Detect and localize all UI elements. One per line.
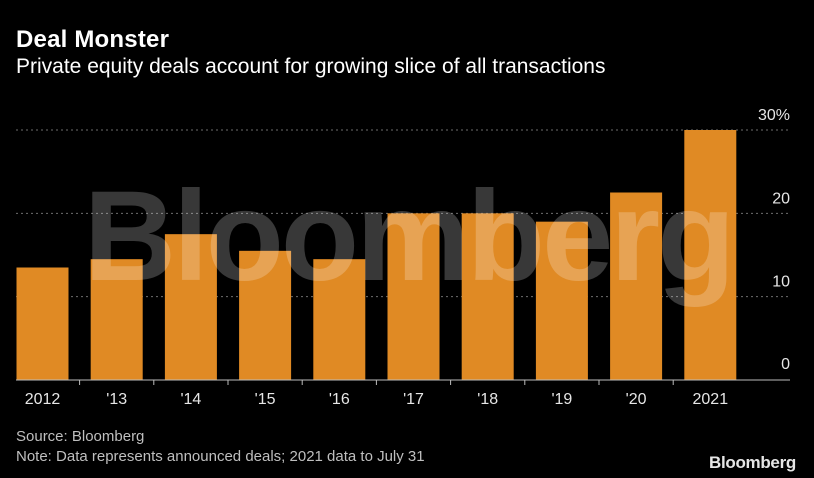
x-label-16: '16 xyxy=(329,391,350,408)
x-label-14: '14 xyxy=(180,391,201,408)
x-label-19: '19 xyxy=(551,391,572,408)
bar-20 xyxy=(610,192,663,380)
bar-17 xyxy=(387,213,440,380)
y-label-20: 20 xyxy=(772,190,790,207)
y-label-10: 10 xyxy=(772,274,790,291)
x-label-20: '20 xyxy=(626,391,647,408)
x-label-2012: 2012 xyxy=(25,391,61,408)
chart-title: Deal Monster xyxy=(16,26,170,53)
watermark-text: Bloomberg xyxy=(84,165,733,308)
bar-19 xyxy=(535,221,588,380)
bar-14 xyxy=(164,234,217,380)
x-label-15: '15 xyxy=(255,391,276,408)
x-label-17: '17 xyxy=(403,391,424,408)
bloomberg-logo: Bloomberg xyxy=(708,453,796,472)
bar-16 xyxy=(313,259,366,380)
source-note: Source: Bloomberg xyxy=(16,428,145,445)
bar-13 xyxy=(90,259,143,380)
y-label-30: 30% xyxy=(758,107,790,124)
chart-subtitle: Private equity deals account for growing… xyxy=(16,55,606,78)
bar-2021 xyxy=(684,130,737,380)
y-label-0: 0 xyxy=(781,356,790,373)
x-label-2021: 2021 xyxy=(693,391,729,408)
x-label-18: '18 xyxy=(477,391,498,408)
data-note: Note: Data represents announced deals; 2… xyxy=(16,448,425,465)
bar-15 xyxy=(239,250,292,380)
bar-18 xyxy=(461,213,514,380)
bar-2012 xyxy=(16,267,69,380)
x-label-13: '13 xyxy=(106,391,127,408)
